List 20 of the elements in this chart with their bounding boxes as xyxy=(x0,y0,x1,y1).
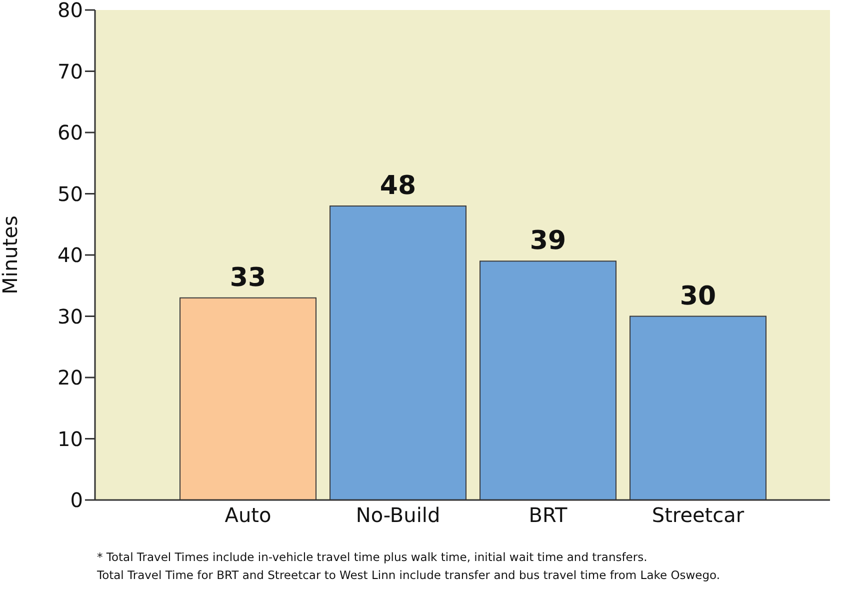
y-tick-label: 50 xyxy=(58,182,83,206)
y-tick-label: 60 xyxy=(58,120,83,145)
x-tick-label: No-Build xyxy=(356,503,440,528)
y-tick-label: 20 xyxy=(58,366,83,390)
y-tick-label: 70 xyxy=(58,59,83,84)
y-axis-title: Minutes xyxy=(0,216,22,294)
y-tick-label: 40 xyxy=(58,243,83,268)
y-tick-label: 80 xyxy=(58,0,83,22)
x-tick-label: Auto xyxy=(224,503,272,528)
text: * Total Travel Times include in-vehicle travel time plus walk time, initial wait time and transfers. xyxy=(97,549,648,566)
data-label: 33 xyxy=(230,262,266,293)
y-tick-label: 30 xyxy=(58,304,83,328)
x-tick-label: Streetcar xyxy=(652,503,745,528)
data-label: 48 xyxy=(380,171,416,201)
x-tick-label: BRT xyxy=(528,503,568,528)
y-tick-label: 10 xyxy=(58,426,83,451)
data-label: 39 xyxy=(530,226,566,256)
y-tick-label: 0 xyxy=(70,488,83,512)
text: Total Travel Time for BRT and Streetcar to West Linn include transfer and bus travel time from Lake Oswego. xyxy=(97,567,722,584)
data-label: 30 xyxy=(680,281,716,312)
